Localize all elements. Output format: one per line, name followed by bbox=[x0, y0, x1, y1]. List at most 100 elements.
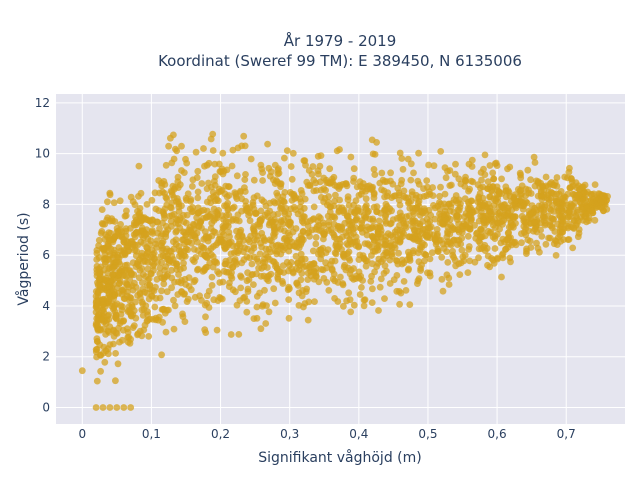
data-point bbox=[235, 240, 243, 248]
data-point bbox=[323, 278, 331, 286]
data-point bbox=[238, 142, 246, 150]
data-point bbox=[478, 227, 486, 235]
data-point bbox=[93, 335, 101, 343]
data-point bbox=[182, 155, 189, 163]
data-point bbox=[134, 258, 142, 266]
data-point bbox=[498, 175, 505, 183]
data-point bbox=[455, 228, 463, 236]
data-point bbox=[270, 285, 278, 293]
data-point bbox=[224, 199, 232, 207]
data-point bbox=[310, 187, 318, 195]
data-point bbox=[106, 191, 114, 199]
data-point bbox=[597, 199, 605, 206]
data-point bbox=[208, 273, 216, 281]
data-point bbox=[533, 239, 540, 247]
data-point bbox=[179, 313, 187, 320]
data-point bbox=[380, 270, 388, 277]
data-point bbox=[322, 259, 329, 267]
data-point bbox=[163, 195, 171, 203]
data-point bbox=[217, 187, 225, 195]
data-point bbox=[322, 249, 330, 257]
data-point bbox=[219, 170, 227, 178]
data-point bbox=[331, 295, 338, 302]
data-point bbox=[498, 273, 505, 281]
data-point bbox=[416, 228, 423, 235]
data-point bbox=[371, 248, 379, 255]
data-point bbox=[244, 245, 252, 253]
data-point bbox=[469, 178, 477, 186]
data-point bbox=[443, 271, 451, 279]
data-point bbox=[274, 241, 282, 249]
data-point bbox=[93, 377, 101, 385]
data-point bbox=[396, 201, 404, 209]
data-point bbox=[149, 262, 157, 270]
data-point bbox=[152, 316, 160, 324]
data-point bbox=[506, 163, 514, 171]
data-point bbox=[281, 154, 288, 162]
data-point bbox=[120, 288, 127, 295]
data-point bbox=[491, 245, 499, 252]
data-point bbox=[329, 229, 336, 237]
data-point bbox=[359, 277, 366, 284]
data-point bbox=[388, 250, 396, 258]
data-point bbox=[396, 149, 404, 157]
data-point bbox=[400, 278, 408, 285]
data-point bbox=[297, 250, 305, 258]
data-point bbox=[347, 153, 355, 161]
data-point bbox=[149, 227, 156, 234]
data-point bbox=[452, 160, 459, 168]
data-point bbox=[453, 236, 461, 244]
data-point bbox=[553, 182, 561, 190]
data-point bbox=[201, 266, 208, 274]
data-point bbox=[92, 404, 100, 411]
data-point bbox=[173, 198, 180, 205]
data-point bbox=[387, 177, 394, 185]
data-point bbox=[445, 281, 453, 288]
data-point bbox=[584, 204, 592, 211]
data-point bbox=[339, 281, 347, 289]
data-point bbox=[284, 286, 292, 294]
x-tick-label: 0,6 bbox=[488, 427, 507, 441]
data-point bbox=[168, 266, 175, 274]
data-point bbox=[159, 188, 167, 196]
data-point bbox=[172, 145, 179, 153]
data-point bbox=[252, 209, 260, 217]
data-point bbox=[146, 241, 154, 248]
data-point bbox=[279, 262, 287, 269]
data-point bbox=[180, 169, 188, 177]
data-point bbox=[116, 197, 124, 205]
data-point bbox=[184, 238, 192, 246]
data-point bbox=[475, 195, 482, 203]
data-point bbox=[78, 367, 86, 375]
data-point bbox=[100, 309, 108, 316]
data-point bbox=[175, 271, 182, 278]
data-point bbox=[250, 176, 258, 184]
data-point bbox=[569, 244, 577, 252]
data-point bbox=[169, 259, 177, 267]
data-point bbox=[344, 196, 352, 204]
data-point bbox=[106, 279, 113, 287]
data-point bbox=[194, 188, 202, 196]
data-point bbox=[423, 177, 431, 185]
data-point bbox=[479, 201, 487, 209]
data-point bbox=[241, 176, 249, 184]
data-point bbox=[233, 260, 241, 268]
data-point bbox=[125, 247, 132, 255]
data-point bbox=[256, 289, 263, 297]
data-point bbox=[355, 242, 363, 250]
data-point bbox=[459, 253, 467, 261]
data-point bbox=[305, 228, 313, 236]
data-point bbox=[294, 282, 302, 289]
data-point bbox=[208, 282, 216, 289]
data-point bbox=[274, 210, 282, 218]
data-point bbox=[342, 266, 350, 274]
data-point bbox=[486, 207, 494, 215]
data-point bbox=[105, 242, 113, 250]
data-point bbox=[340, 302, 347, 310]
data-point bbox=[357, 224, 365, 232]
data-point bbox=[302, 161, 309, 169]
data-point bbox=[235, 217, 243, 225]
data-point bbox=[310, 215, 318, 223]
data-point bbox=[603, 205, 611, 213]
data-point bbox=[298, 292, 306, 300]
